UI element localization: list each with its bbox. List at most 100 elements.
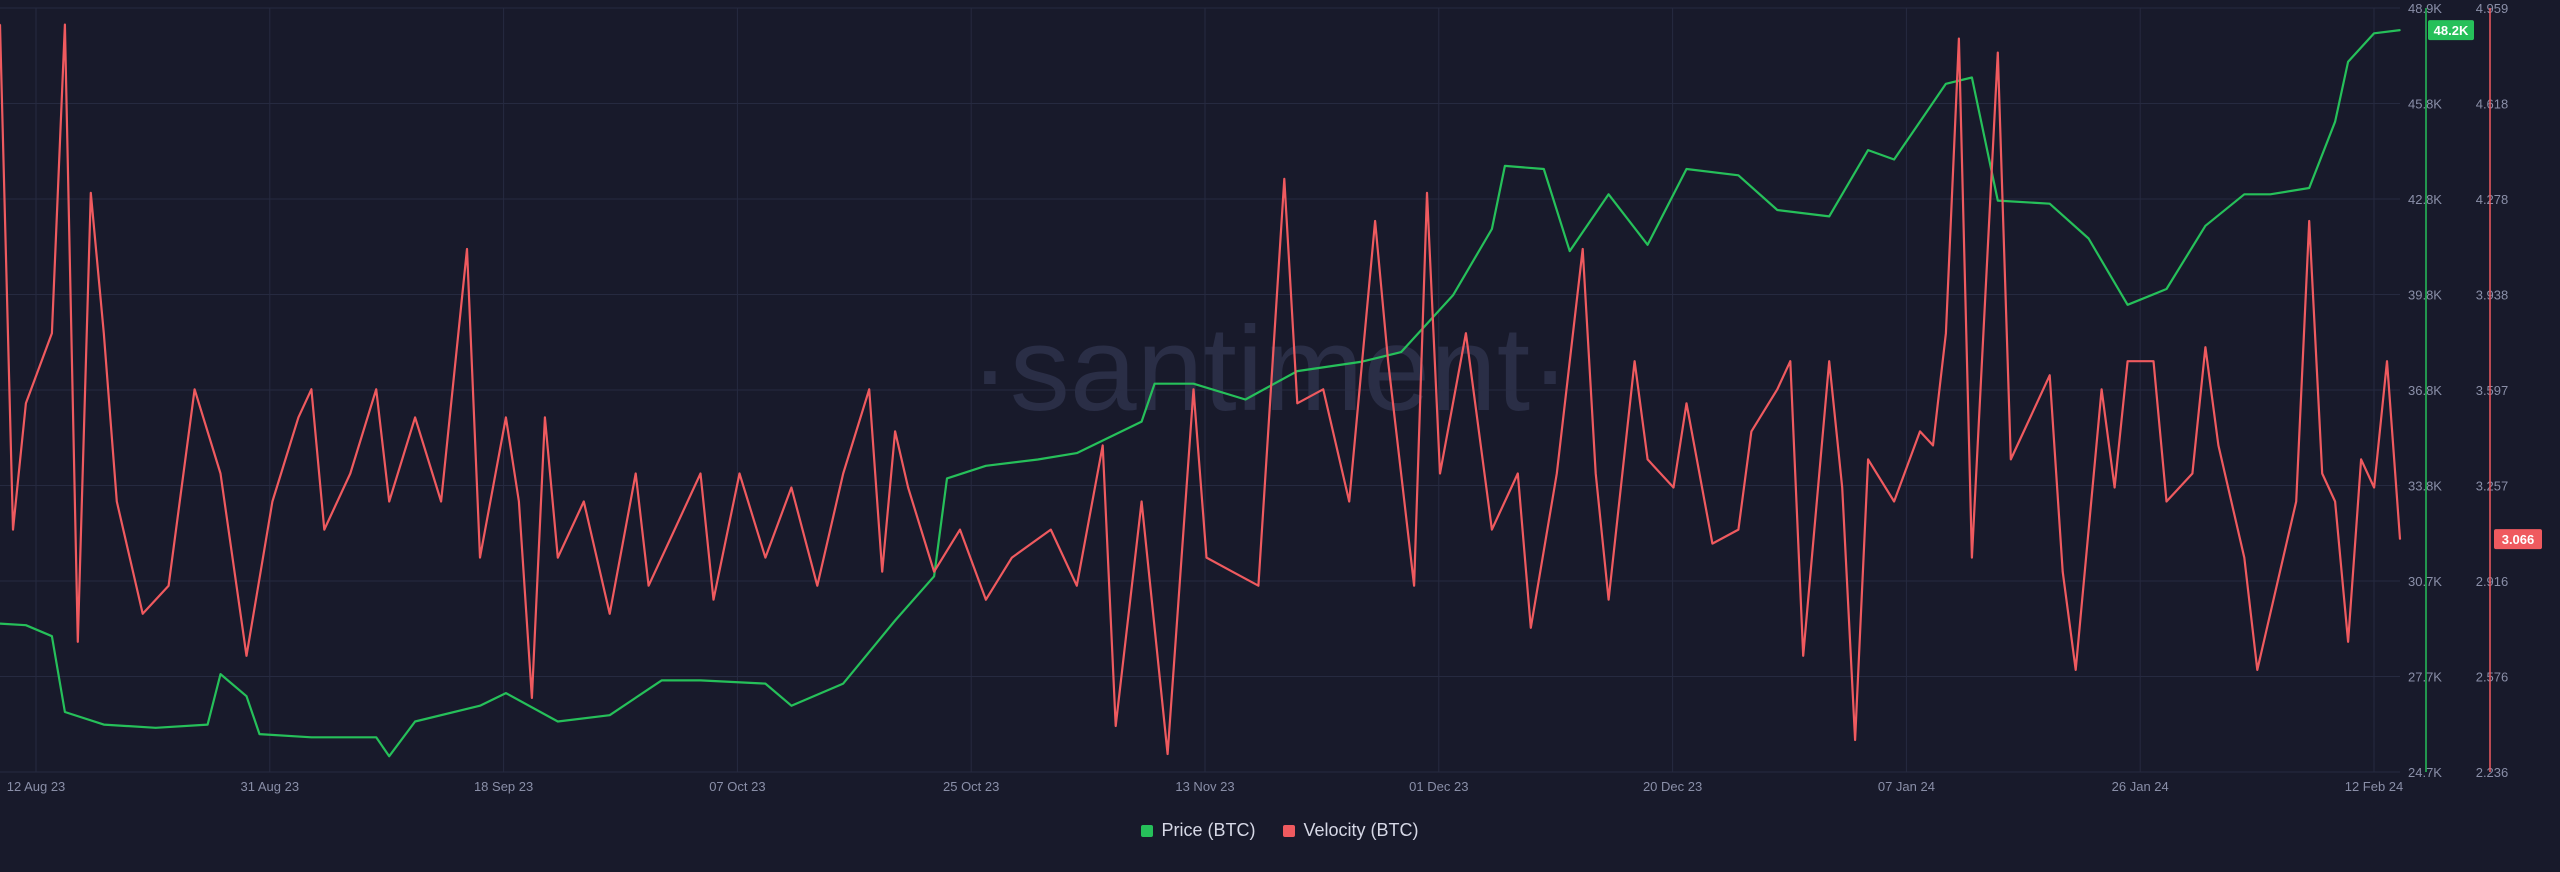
price-swatch-icon <box>1141 824 1154 837</box>
velocity-data-point <box>816 584 819 587</box>
velocity-data-point <box>219 472 222 475</box>
velocity-data-point <box>959 528 961 531</box>
price-data-point <box>1452 294 1454 297</box>
price-data-point <box>1400 351 1402 353</box>
velocity-data-point <box>1802 655 1804 657</box>
velocity-data-point <box>1296 402 1299 405</box>
velocity-data-point <box>764 556 767 559</box>
velocity-data-point <box>479 556 481 559</box>
velocity-data-point <box>1958 37 1960 40</box>
velocity-data-point <box>2373 486 2375 489</box>
velocity-data-point <box>1530 627 1532 629</box>
velocity-data-point <box>1919 430 1921 433</box>
velocity-axis-tick-label: 2.916 <box>2476 574 2509 589</box>
price-data-point <box>25 624 27 626</box>
velocity-data-point <box>868 388 870 391</box>
legend-item-velocity[interactable]: Velocity (BTC) <box>1283 820 1419 841</box>
velocity-data-point <box>738 472 741 475</box>
price-data-point <box>258 733 261 735</box>
velocity-data-point <box>375 388 378 391</box>
velocity-data-point <box>1322 388 1324 391</box>
velocity-data-point <box>297 416 300 419</box>
velocity-data-point <box>1997 51 1999 54</box>
price-axis-tick-label: 48.9K <box>2408 1 2442 16</box>
price-data-point <box>375 736 378 739</box>
velocity-data-point <box>2074 669 2077 671</box>
velocity-data-point <box>1076 584 1078 587</box>
price-data-point <box>479 704 481 707</box>
velocity-data-point <box>1439 472 1441 475</box>
velocity-data-point <box>1192 388 1195 391</box>
price-data-point <box>1646 244 1649 246</box>
velocity-data-point <box>466 248 468 250</box>
velocity-data-point <box>2334 500 2336 503</box>
price-data-point <box>790 704 793 707</box>
price-axis-tick-label: 36.8K <box>2408 383 2442 398</box>
velocity-data-point <box>1413 584 1415 587</box>
velocity-data-point <box>77 641 79 643</box>
price-data-point <box>764 682 767 685</box>
velocity-data-point <box>1205 556 1208 559</box>
price-data-point <box>1971 76 1973 79</box>
velocity-data-point <box>64 23 66 26</box>
velocity-data-point <box>1465 332 1467 335</box>
velocity-data-point <box>2217 444 2220 447</box>
velocity-data-point <box>673 528 676 531</box>
price-data-point <box>842 682 844 685</box>
velocity-data-point <box>2308 220 2310 222</box>
velocity-data-point <box>388 500 391 503</box>
velocity-data-point <box>1789 360 1792 363</box>
price-data-point <box>608 714 611 716</box>
velocity-data-point <box>881 570 883 573</box>
velocity-data-point <box>349 472 352 475</box>
velocity-data-point <box>1672 486 1675 489</box>
price-data-point <box>1504 165 1506 167</box>
price-data-point <box>660 679 663 682</box>
velocity-data-point <box>1594 472 1597 475</box>
velocity-data-point <box>2152 360 2155 363</box>
x-axis-tick-label: 26 Jan 24 <box>2112 779 2169 794</box>
velocity-data-point <box>440 500 442 503</box>
price-data-point <box>1244 398 1247 401</box>
price-data-point <box>51 635 53 637</box>
velocity-data-point <box>1114 725 1117 727</box>
velocity-data-point <box>1776 388 1779 391</box>
x-axis-tick-label: 18 Sep 23 <box>474 779 533 794</box>
price-data-point <box>1192 382 1195 385</box>
velocity-data-point <box>2360 458 2362 461</box>
velocity-data-point <box>2100 388 2103 391</box>
price-data-point <box>1153 382 1156 385</box>
velocity-data-point <box>1050 528 1052 531</box>
x-axis-tick-label: 25 Oct 23 <box>943 779 999 794</box>
price-data-point <box>0 622 1 625</box>
velocity-data-point <box>12 528 14 531</box>
velocity-data-point <box>2048 374 2051 377</box>
price-axis-tick-label: 33.8K <box>2408 479 2442 494</box>
x-axis-tick-label: 31 Aug 23 <box>241 779 300 794</box>
velocity-value-badge <box>2494 529 2542 550</box>
velocity-data-point <box>1841 486 1843 489</box>
price-data-point <box>2126 304 2129 306</box>
velocity-data-point <box>141 613 144 615</box>
velocity-data-point <box>894 430 896 433</box>
velocity-axis-tick-label: 4.278 <box>2476 192 2509 207</box>
price-axis-tick-label: 27.7K <box>2408 670 2442 685</box>
price-data-point <box>699 679 702 682</box>
velocity-data-point <box>1387 360 1389 363</box>
velocity-data-point <box>245 655 248 657</box>
price-data-point <box>2204 225 2207 227</box>
velocity-data-point <box>1140 500 1143 503</box>
velocity-data-point <box>933 570 935 573</box>
velocity-data-point <box>1348 500 1350 503</box>
price-data-point <box>1945 83 1947 85</box>
price-data-point <box>2347 60 2349 63</box>
velocity-data-point <box>2191 472 2194 475</box>
velocity-data-point <box>167 584 170 587</box>
velocity-data-point <box>90 192 92 194</box>
x-axis-tick-label: 12 Aug 23 <box>7 779 66 794</box>
price-data-point <box>946 477 948 480</box>
legend-item-price[interactable]: Price (BTC) <box>1141 820 1255 841</box>
velocity-data-point <box>712 598 715 601</box>
